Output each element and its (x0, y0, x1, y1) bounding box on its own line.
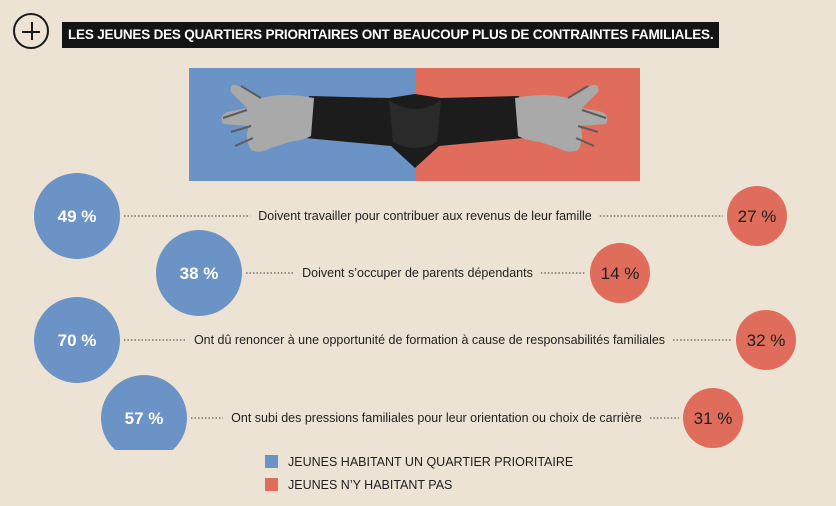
bubble-priority (101, 375, 187, 450)
value-label-non-priority: 32 % (747, 331, 786, 350)
value-label-priority: 70 % (58, 331, 97, 350)
value-label-non-priority: 27 % (738, 207, 777, 226)
plus-circle-icon (13, 13, 49, 49)
category-label: Ont subi des pressions familiales pour l… (231, 411, 642, 425)
category-label: Doivent travailler pour contribuer aux r… (258, 209, 592, 223)
bubble-priority (34, 173, 120, 259)
value-label-priority: 49 % (58, 207, 97, 226)
category-label: Doivent s’occuper de parents dépendants (302, 266, 533, 280)
bubble-non-priority (590, 243, 650, 303)
legend-label-non-priority: JEUNES N’Y HABITANT PAS (288, 477, 453, 492)
bubble-non-priority (683, 388, 743, 448)
legend-item-priority: JEUNES HABITANT UN QUARTIER PRIORITAIRE (265, 450, 573, 473)
value-label-priority: 57 % (125, 409, 164, 428)
value-label-priority: 38 % (180, 264, 219, 283)
bubble-priority (34, 297, 120, 383)
bubble-non-priority (727, 186, 787, 246)
legend-swatch-non-priority (265, 478, 278, 491)
legend: JEUNES HABITANT UN QUARTIER PRIORITAIRE … (265, 450, 573, 496)
bubble-non-priority (736, 310, 796, 370)
page-title: LES JEUNES DES QUARTIERS PRIORITAIRES ON… (62, 22, 720, 48)
pointing-hands-photo (189, 68, 640, 181)
category-label: Ont dû renoncer à une opportunité de for… (194, 333, 665, 347)
legend-item-non-priority: JEUNES N’Y HABITANT PAS (265, 473, 573, 496)
value-label-non-priority: 31 % (694, 409, 733, 428)
bubble-priority (156, 230, 242, 316)
legend-swatch-priority (265, 455, 278, 468)
value-label-non-priority: 14 % (601, 264, 640, 283)
legend-label-priority: JEUNES HABITANT UN QUARTIER PRIORITAIRE (288, 454, 574, 469)
bubble-chart: Doivent travailler pour contribuer aux r… (34, 173, 796, 450)
